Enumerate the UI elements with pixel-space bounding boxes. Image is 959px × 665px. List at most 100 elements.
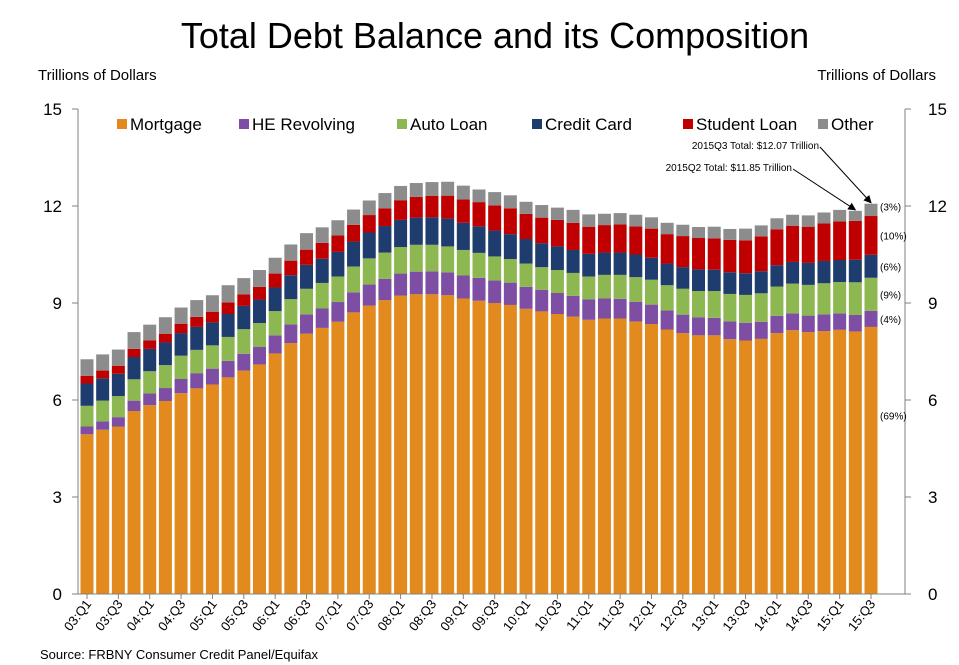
bar-segment-auto-loan — [817, 283, 831, 315]
right-tick-label: 15 — [928, 100, 947, 119]
bar-segment-auto-loan — [315, 282, 329, 309]
bar-segment-mortgage — [96, 429, 110, 594]
bar-segment-credit-card — [143, 348, 157, 372]
bar-segment-other — [456, 185, 470, 200]
bar-segment-mortgage — [817, 331, 831, 594]
bar-segment-auto-loan — [205, 345, 219, 369]
bar-segment-other — [550, 207, 564, 220]
bar-segment-other — [190, 300, 204, 317]
left-axis-unit-label: Trillions of Dollars — [38, 67, 157, 84]
bar-segment-other — [786, 214, 800, 226]
bar-segment-student-loan — [300, 249, 314, 265]
bar-segment-credit-card — [770, 265, 784, 287]
bar-segment-credit-card — [425, 217, 439, 245]
bar-segment-auto-loan — [331, 276, 345, 303]
bar-segment-student-loan — [739, 240, 753, 274]
bar-segment-he-revolving — [503, 282, 517, 305]
bar-segment-mortgage — [535, 311, 549, 594]
bar-segment-mortgage — [503, 304, 517, 594]
x-tick-label: 11:Q1 — [563, 597, 596, 633]
left-tick-label: 9 — [53, 294, 62, 313]
bar-segment-mortgage — [300, 333, 314, 594]
bar-segment-auto-loan — [284, 299, 298, 325]
bar-segment-credit-card — [472, 226, 486, 253]
bar-stack — [472, 189, 486, 594]
bar-stack — [221, 285, 235, 594]
bar-segment-credit-card — [707, 269, 721, 292]
bar-segment-auto-loan — [268, 311, 282, 336]
bar-stack — [550, 207, 564, 594]
bar-segment-credit-card — [237, 305, 251, 330]
bar-segment-he-revolving — [425, 271, 439, 295]
x-tick-label: 04:Q1 — [123, 597, 157, 634]
bar-stack — [707, 226, 721, 594]
bar-segment-he-revolving — [347, 292, 361, 313]
bar-stack — [692, 227, 706, 594]
bar-segment-mortgage — [582, 319, 596, 594]
bar-segment-credit-card — [582, 253, 596, 277]
annotation-text: 2015Q3 Total: $12.07 Trillion — [692, 141, 819, 152]
bar-stack — [644, 217, 658, 594]
bar-segment-credit-card — [174, 333, 188, 356]
bar-segment-he-revolving — [237, 353, 251, 371]
legend-label: Mortgage — [130, 115, 202, 134]
bar-segment-credit-card — [252, 299, 266, 324]
bar-segment-other — [723, 228, 737, 240]
bar-segment-student-loan — [158, 333, 172, 343]
bar-segment-auto-loan — [676, 288, 690, 315]
bar-segment-mortgage — [770, 333, 784, 594]
bar-segment-he-revolving — [127, 400, 141, 411]
x-tick-label: 09:Q3 — [468, 597, 502, 634]
bar-stack — [456, 185, 470, 594]
bar-segment-other — [409, 183, 423, 197]
legend-item-credit-card: Credit Card — [532, 115, 632, 134]
bar-stack — [786, 214, 800, 594]
axis-lines — [77, 109, 906, 599]
bar-segment-other — [519, 201, 533, 214]
bar-stack — [582, 214, 596, 594]
x-axis-tick-labels: 03:Q103:Q304:Q104:Q305:Q105:Q306:Q106:Q3… — [61, 597, 879, 634]
x-tick-label: 06:Q3 — [280, 597, 314, 634]
right-axis-unit-label: Trillions of Dollars — [817, 67, 936, 84]
bar-stack — [629, 214, 643, 594]
annotation-text: 2015Q2 Total: $11.85 Trillion — [666, 163, 792, 174]
bar-segment-auto-loan — [519, 263, 533, 287]
bar-stack — [723, 228, 737, 594]
bar-stack — [347, 209, 361, 594]
bar-segment-credit-card — [268, 287, 282, 312]
bar-segment-other — [331, 220, 345, 236]
bar-segment-credit-card — [488, 230, 502, 257]
x-tick-label: 13:Q3 — [719, 597, 753, 634]
bar-segment-he-revolving — [692, 317, 706, 336]
bar-segment-other — [676, 224, 690, 237]
bar-segment-other — [644, 217, 658, 229]
bar-segment-other — [754, 225, 768, 237]
bar-segment-credit-card — [660, 263, 674, 286]
x-tick-label: 03:Q1 — [61, 597, 95, 634]
bar-stack — [362, 200, 376, 594]
bar-segment-mortgage — [190, 388, 204, 594]
chart-title: Total Debt Balance and its Composition — [181, 15, 809, 56]
stacked-bars — [80, 181, 878, 594]
bar-segment-mortgage — [80, 434, 94, 594]
bar-segment-student-loan — [644, 228, 658, 258]
bar-segment-other — [597, 213, 611, 226]
bar-segment-student-loan — [96, 370, 110, 379]
bar-segment-auto-loan — [864, 277, 878, 311]
bar-segment-mortgage — [347, 312, 361, 594]
x-tick-label: 08:Q1 — [374, 597, 408, 634]
bar-segment-mortgage — [143, 405, 157, 594]
bar-segment-credit-card — [676, 267, 690, 289]
bar-stack — [80, 359, 94, 594]
bar-segment-other — [864, 203, 878, 217]
bar-segment-other — [237, 278, 251, 295]
bar-segment-he-revolving — [566, 295, 580, 317]
bar-stack — [613, 213, 627, 594]
bar-segment-other — [848, 210, 862, 221]
bar-segment-he-revolving — [519, 286, 533, 309]
bar-segment-he-revolving — [707, 317, 721, 336]
bar-segment-mortgage — [111, 426, 125, 594]
bar-segment-mortgage — [833, 329, 847, 594]
bar-stack — [488, 192, 502, 594]
bar-segment-credit-card — [550, 246, 564, 271]
